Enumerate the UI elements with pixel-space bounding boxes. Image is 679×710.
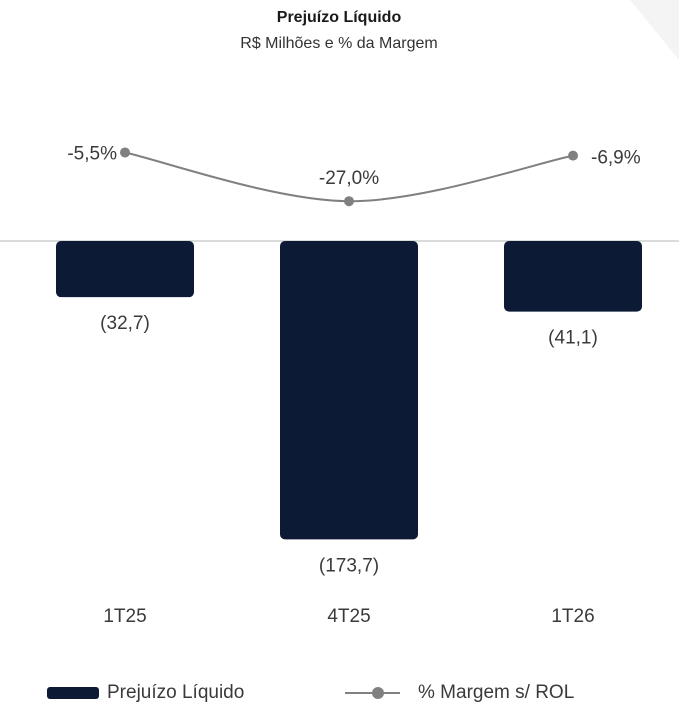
bar (280, 241, 418, 540)
data-label: -6,9% (591, 148, 641, 169)
data-label: (41,1) (548, 328, 598, 349)
bar (56, 241, 194, 298)
x-tick-label: 1T26 (551, 606, 594, 627)
x-tick-label: 1T25 (103, 606, 146, 627)
line-point (568, 150, 578, 161)
legend-swatch (372, 687, 384, 699)
chart-title: Prejuízo Líquido (277, 9, 402, 26)
x-tick-label: 4T25 (327, 606, 370, 627)
data-label: -27,0% (319, 168, 379, 189)
decoration (630, 0, 679, 60)
data-label: -5,5% (67, 143, 117, 164)
line-point (344, 196, 354, 207)
line-point (120, 147, 130, 158)
bar (504, 241, 642, 312)
data-label: (173,7) (319, 555, 379, 576)
chart-subtitle: R$ Milhões e % da Margem (240, 35, 437, 52)
data-label: (32,7) (100, 313, 150, 334)
legend-label: % Margem s/ ROL (418, 682, 574, 703)
legend-swatch (47, 687, 99, 699)
legend-label: Prejuízo Líquido (107, 682, 244, 703)
